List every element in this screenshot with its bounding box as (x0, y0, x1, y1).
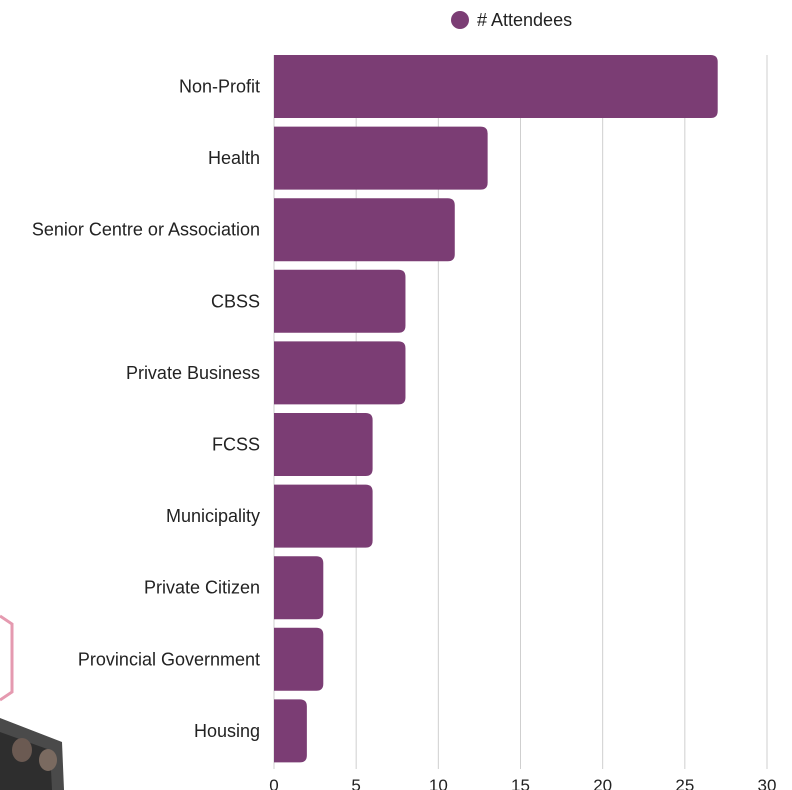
bar (274, 699, 307, 763)
x-tick-label: 20 (593, 776, 612, 790)
bars (274, 55, 718, 763)
legend: # Attendees (451, 10, 572, 30)
bar (274, 484, 373, 548)
category-labels: Non-Profit Health Senior Centre or Associa… (32, 77, 260, 741)
legend-label: # Attendees (477, 10, 572, 30)
bar (274, 269, 406, 333)
x-tick-label: 0 (269, 776, 278, 790)
bar (274, 627, 324, 691)
bar (274, 413, 373, 476)
pink-frame-edge (0, 614, 14, 702)
category-label: Senior Centre or Association (32, 220, 260, 240)
bar (274, 55, 718, 118)
category-label: CBSS (211, 291, 260, 311)
legend-swatch (451, 11, 469, 29)
bar (274, 556, 324, 620)
category-label: Municipality (166, 506, 260, 526)
x-tick-label: 5 (351, 776, 360, 790)
x-tick-label: 10 (429, 776, 448, 790)
category-label: Provincial Government (78, 649, 260, 669)
bar (274, 341, 406, 405)
category-label: Private Citizen (144, 578, 260, 598)
category-label: FCSS (212, 435, 260, 455)
category-label: Housing (194, 721, 260, 741)
x-tick-label: 15 (511, 776, 530, 790)
category-label: Health (208, 148, 260, 168)
x-tick-labels: 0 5 10 15 20 25 30 (269, 776, 776, 790)
category-label: Private Business (126, 363, 260, 383)
bar (274, 198, 455, 262)
bar (274, 126, 488, 190)
background-photo-fragment (0, 614, 64, 790)
x-tick-label: 30 (758, 776, 777, 790)
x-tick-label: 25 (675, 776, 694, 790)
category-label: Non-Profit (179, 77, 260, 97)
